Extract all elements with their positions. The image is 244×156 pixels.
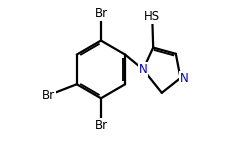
Text: Br: Br [42, 89, 55, 102]
Text: N: N [180, 71, 189, 85]
Text: HS: HS [144, 10, 161, 23]
Text: Br: Br [94, 7, 108, 20]
Text: N: N [139, 63, 147, 76]
Text: Br: Br [94, 119, 108, 132]
